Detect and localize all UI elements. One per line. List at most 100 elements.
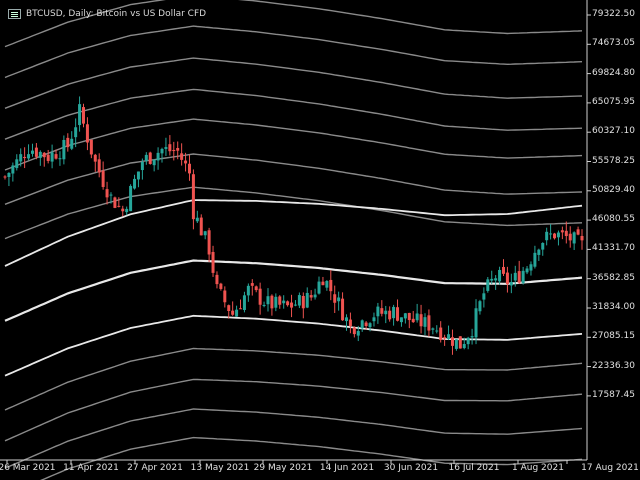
candle-body: [156, 152, 160, 161]
price-label: 36582.85: [592, 272, 635, 283]
candle-body: [313, 294, 317, 298]
band-5: [4, 118, 583, 171]
candle-body: [348, 319, 352, 326]
candle-body: [23, 156, 27, 159]
band-4: [4, 88, 583, 140]
candle-body: [27, 154, 31, 159]
candle-body: [89, 139, 93, 155]
chart-title: BTCUSD, Daily: Bitcoin vs US Dollar CFD: [8, 7, 206, 21]
candle-body: [274, 296, 278, 308]
candle-body: [301, 295, 305, 309]
price-label: 41331.70: [592, 243, 635, 254]
candle-body: [117, 205, 121, 207]
band-7: [4, 186, 583, 240]
candle-body: [305, 292, 309, 308]
candle-body: [42, 152, 46, 158]
time-label: 1 Aug 2021: [512, 463, 564, 473]
candle-body: [368, 323, 372, 328]
candle-body: [431, 328, 435, 330]
candle-body: [180, 153, 184, 160]
candle-body: [415, 313, 419, 321]
candle-body: [184, 160, 188, 164]
candle-body: [537, 249, 541, 255]
candle-body: [164, 147, 168, 149]
candle-body: [533, 252, 537, 267]
band-11: [4, 408, 583, 469]
candle-body: [231, 310, 235, 315]
candle-body: [564, 230, 568, 237]
candle-body: [58, 158, 62, 160]
candle-body: [344, 317, 348, 322]
candle-body: [54, 154, 58, 159]
time-label: 30 Jun 2021: [383, 463, 439, 473]
time-label: 27 Apr 2021: [127, 463, 183, 473]
candle-body: [270, 295, 274, 309]
candle-body: [470, 336, 474, 338]
candle-body: [525, 268, 529, 273]
price-label: 22336.30: [592, 360, 635, 371]
candle-body: [325, 280, 329, 288]
candle-body: [462, 343, 466, 349]
time-ticks: [6, 460, 568, 464]
candle-body: [258, 288, 262, 305]
candle-body: [556, 232, 560, 238]
candle-body: [478, 301, 482, 312]
candle-body: [85, 124, 89, 143]
candle-body: [423, 317, 427, 327]
band-2: [4, 25, 583, 79]
candle-body: [223, 290, 227, 303]
candle-body: [329, 279, 333, 292]
candle-body: [82, 107, 86, 124]
candle-body: [317, 281, 321, 294]
price-ticks: [587, 14, 591, 397]
candle-body: [203, 231, 207, 236]
candle-body: [172, 149, 176, 152]
candle-body: [403, 313, 407, 319]
candle-body: [352, 327, 356, 335]
time-label: 17 Aug 2021: [581, 463, 639, 473]
price-label: 27085.15: [592, 331, 635, 342]
candle-body: [435, 330, 439, 332]
candle-body: [411, 318, 415, 323]
candle-body: [152, 159, 156, 166]
candle-body: [140, 161, 144, 171]
candle-body: [125, 208, 129, 213]
time-label: 11 Apr 2021: [63, 463, 119, 473]
price-label: 60327.10: [592, 126, 635, 137]
candle-body: [199, 217, 203, 236]
candle-body: [447, 334, 451, 340]
candle-body: [74, 127, 78, 138]
candle-body: [11, 165, 15, 174]
candle-body: [572, 232, 576, 244]
candle-body: [560, 230, 564, 233]
candle-body: [333, 294, 337, 303]
candle-body: [160, 148, 164, 154]
candle-body: [66, 137, 70, 148]
candle-body: [50, 152, 54, 162]
candle-body: [34, 147, 38, 157]
price-label: 46080.55: [592, 214, 635, 225]
candle-body: [144, 154, 148, 162]
candle-body: [443, 337, 447, 339]
price-label: 50829.40: [592, 184, 635, 195]
price-label: 69824.80: [592, 67, 635, 78]
candle-body: [278, 296, 282, 305]
candle-body: [262, 304, 266, 306]
time-label: 26 Mar 2021: [0, 463, 56, 473]
candle-body: [191, 174, 195, 220]
candle-body: [337, 297, 341, 302]
candle-body: [293, 304, 297, 306]
candle-body: [207, 230, 211, 255]
candle-body: [384, 310, 388, 315]
band-6: [4, 153, 583, 205]
band-upper-near: [4, 199, 583, 267]
candle-body: [399, 317, 403, 323]
candle-body: [427, 315, 431, 331]
candle-body: [372, 317, 376, 322]
candle-body: [553, 233, 557, 239]
candle-body: [136, 171, 140, 180]
candle-body: [580, 235, 584, 241]
candle-body: [133, 178, 137, 189]
